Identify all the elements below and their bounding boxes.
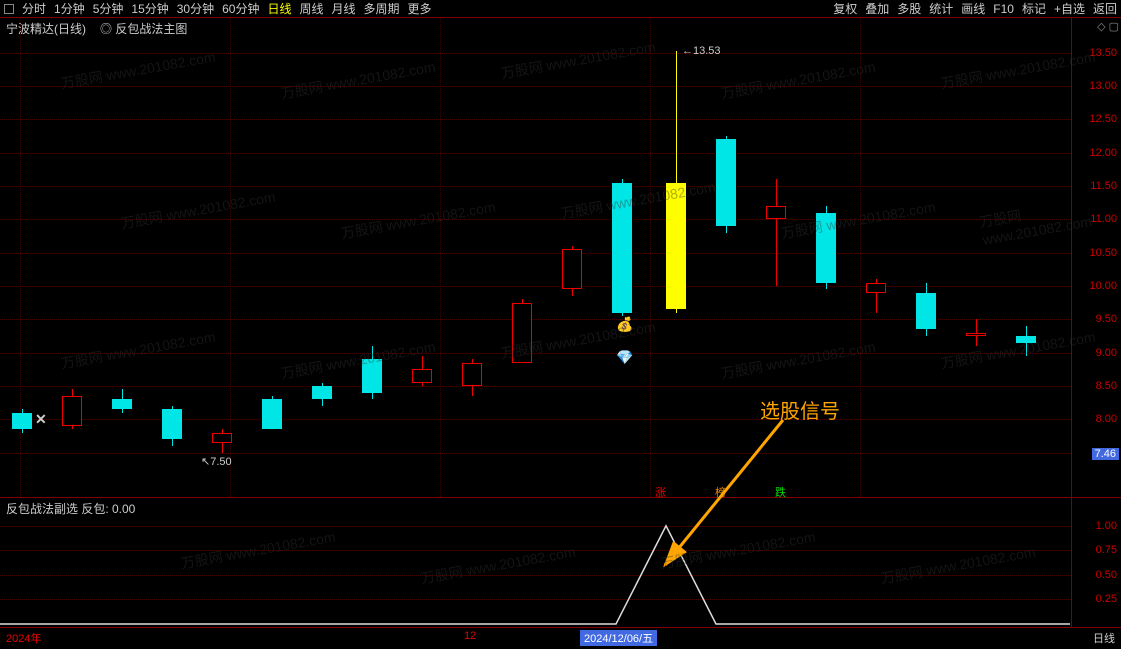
- candle: [716, 139, 736, 226]
- toolbar-action-1[interactable]: 叠加: [865, 2, 889, 16]
- candle: [562, 249, 582, 289]
- sub-chart-axis: 1.00 0.75 0.50 0.25: [1071, 498, 1121, 627]
- sub-chart[interactable]: 反包战法副选 反包: 0.00 1.000.750.500.25: [0, 498, 1121, 628]
- sub-tick: 1.00: [1096, 520, 1117, 532]
- cross-icon: ✕: [35, 411, 47, 428]
- price-tick: 9.00: [1096, 347, 1117, 359]
- candle: [412, 369, 432, 382]
- timeline-month: 12: [464, 630, 476, 642]
- low-price-label: ↖7.50: [201, 455, 232, 468]
- toolbar-period-5[interactable]: 60分钟: [222, 2, 259, 16]
- candle: [766, 206, 786, 219]
- price-tick: 12.00: [1089, 147, 1117, 159]
- menu-icon[interactable]: [4, 4, 14, 14]
- toolbar-period-3[interactable]: 15分钟: [131, 2, 168, 16]
- price-tick: 9.50: [1096, 313, 1117, 325]
- candle: [362, 359, 382, 392]
- toolbar-period-7[interactable]: 周线: [299, 2, 323, 16]
- toolbar-period-4[interactable]: 30分钟: [177, 2, 214, 16]
- sub-tick: 0.25: [1096, 593, 1117, 605]
- timeline-period: 日线: [1093, 630, 1115, 646]
- toolbar: 分时 1分钟 5分钟 15分钟 30分钟 60分钟日线周线月线多周期更多 复权叠加多股统计…: [0, 0, 1121, 18]
- toolbar-period-9[interactable]: 多周期: [364, 2, 400, 16]
- toolbar-period-8[interactable]: 月线: [332, 2, 356, 16]
- price-tick: 8.00: [1096, 413, 1117, 425]
- chart-area[interactable]: ←13.53↖7.50✕💎💰涨榜跌: [0, 18, 1071, 497]
- candle: [262, 399, 282, 429]
- sub-tick: 0.75: [1096, 544, 1117, 556]
- toolbar-left: 分时 1分钟 5分钟 15分钟 30分钟 60分钟日线周线月线多周期更多: [4, 0, 440, 17]
- toolbar-action-7[interactable]: +自选: [1054, 2, 1085, 16]
- price-tick: 11.50: [1090, 180, 1117, 192]
- signal-triangle: [0, 498, 1071, 627]
- candle: [666, 183, 686, 310]
- toolbar-action-2[interactable]: 多股: [897, 2, 921, 16]
- candle: [462, 363, 482, 386]
- toolbar-period-1[interactable]: 1分钟: [54, 2, 85, 16]
- price-tick: 12.50: [1089, 113, 1117, 125]
- candle: [966, 333, 986, 336]
- high-price-label: ←13.53: [682, 45, 721, 57]
- candle: [1016, 336, 1036, 343]
- candle: [612, 183, 632, 313]
- money-bag-icon: 💰: [616, 316, 633, 333]
- current-price-tag: 7.46: [1092, 448, 1119, 460]
- price-tick: 13.00: [1089, 80, 1117, 92]
- candle: [916, 293, 936, 330]
- candle: [162, 409, 182, 439]
- candle: [212, 433, 232, 443]
- price-tick: 10.00: [1089, 280, 1117, 292]
- toolbar-right: 复权叠加多股统计画线 F10 标记 +自选返回: [825, 0, 1117, 17]
- diamond-icon: 💎: [616, 349, 633, 366]
- toolbar-period-10[interactable]: 更多: [408, 2, 432, 16]
- price-tick: 11.00: [1090, 213, 1117, 225]
- price-tick: 13.50: [1089, 47, 1117, 59]
- candle: [62, 396, 82, 426]
- candle: [312, 386, 332, 399]
- toolbar-period-0[interactable]: 分时: [22, 2, 46, 16]
- candle: [112, 399, 132, 409]
- toolbar-period-2[interactable]: 5分钟: [93, 2, 124, 16]
- price-axis: 13.50 13.00 12.50 12.00 11.50 11.00 10.50 10.00…: [1071, 18, 1121, 497]
- signal-label: 选股信号: [760, 395, 840, 424]
- main-chart[interactable]: 宁波精达(日线) ◎ 反包战法主图 ◇ ▢ ←13.53↖7.50✕💎💰涨榜跌 …: [0, 18, 1121, 498]
- candle: [12, 413, 32, 430]
- timeline: 2024年 12 2024/12/06/五 日线: [0, 628, 1121, 646]
- toolbar-action-6[interactable]: 标记: [1022, 2, 1046, 16]
- toolbar-action-3[interactable]: 统计: [929, 2, 953, 16]
- price-tick: 8.50: [1096, 380, 1117, 392]
- timeline-year: 2024年: [6, 630, 41, 646]
- sub-tick: 0.50: [1096, 569, 1117, 581]
- candle: [866, 283, 886, 293]
- sub-chart-area[interactable]: [0, 498, 1071, 627]
- toolbar-action-8[interactable]: 返回: [1093, 2, 1117, 16]
- price-tick: 10.50: [1089, 247, 1117, 259]
- toolbar-period-6[interactable]: 日线: [267, 2, 291, 16]
- toolbar-action-0[interactable]: 复权: [833, 2, 857, 16]
- toolbar-action-5[interactable]: F10: [993, 2, 1014, 16]
- toolbar-action-4[interactable]: 画线: [961, 2, 985, 16]
- candle: [512, 303, 532, 363]
- timeline-date: 2024/12/06/五: [580, 630, 657, 646]
- candle: [816, 213, 836, 283]
